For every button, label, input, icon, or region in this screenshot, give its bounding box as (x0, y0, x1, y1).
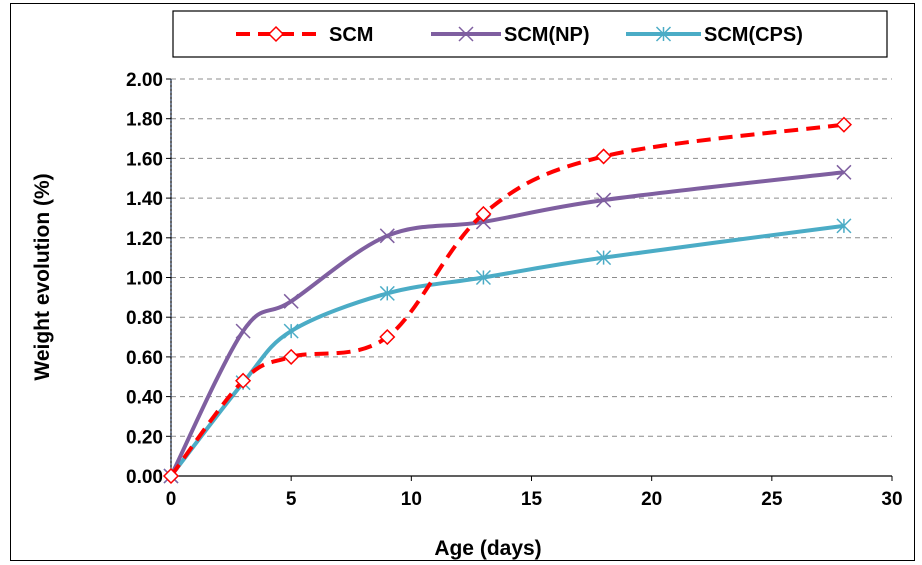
y-axis-title: Weight evolution (%) (31, 173, 54, 380)
x-tick-label: 5 (286, 489, 297, 510)
chart-frame: 0.00 0.20 0.40 0.60 0.80 1.00 1.20 1.40 1.60 1.80… (10, 3, 915, 561)
legend-marker (458, 26, 474, 42)
data-point (836, 218, 852, 234)
data-point (379, 285, 395, 301)
data-point (835, 116, 852, 133)
y-tick-label: 2.00 (126, 70, 163, 91)
data-point (475, 269, 491, 286)
data-point (283, 323, 299, 339)
legend-marker (267, 25, 285, 43)
y-tick-label: 0.60 (126, 348, 163, 369)
x-tick-label: 30 (881, 489, 902, 510)
legend-label: SCM (329, 24, 373, 46)
y-tick-label: 0.00 (126, 467, 163, 488)
y-tick-label: 0.40 (126, 388, 163, 409)
line-chart: 0.00 0.20 0.40 0.60 0.80 1.00 1.20 1.40 1.60 1.80… (31, 10, 903, 560)
y-tick-label: 1.40 (126, 189, 163, 210)
data-point (379, 228, 395, 244)
legend: SCM SCM(NP) SCM(CPS) (172, 10, 888, 58)
legend-entry: SCM(NP) (431, 24, 590, 46)
legend-label: SCM(NP) (504, 24, 590, 46)
x-tick-label: 15 (521, 489, 543, 510)
y-tick-label: 0.20 (126, 427, 163, 448)
x-tick-label: 10 (401, 489, 422, 510)
grid-layer (171, 78, 892, 437)
data-point (162, 467, 180, 485)
legend-marker (655, 26, 672, 42)
axes-layer: 0.00 0.20 0.40 0.60 0.80 1.00 1.20 1.40 1.60 1.80… (126, 70, 903, 510)
data-point (283, 348, 300, 365)
series-scm-np- (163, 164, 852, 484)
y-tick-label: 1.60 (126, 149, 163, 170)
y-tick-label: 1.80 (126, 110, 163, 131)
data-point (596, 192, 612, 208)
x-tick-label: 20 (641, 489, 662, 510)
y-tick-label: 0.80 (126, 308, 163, 329)
series-layer (162, 116, 852, 485)
series-line (169, 223, 845, 478)
legend-entry: SCM(CPS) (626, 24, 803, 46)
data-point (475, 205, 492, 223)
data-point (595, 148, 612, 165)
series-scm (162, 116, 852, 485)
data-point (379, 328, 396, 346)
data-point (235, 323, 251, 339)
legend-entry: SCM (236, 24, 373, 46)
series-line (169, 170, 845, 477)
legend-label: SCM(CPS) (704, 24, 803, 46)
data-point (836, 164, 852, 180)
x-tick-label: 0 (166, 489, 177, 510)
series-scm-cps- (163, 218, 852, 484)
data-point (235, 372, 252, 389)
y-tick-label: 1.00 (126, 269, 163, 290)
y-tick-label: 1.20 (126, 229, 163, 250)
x-tick-label: 25 (761, 489, 783, 510)
x-axis-title: Age (days) (434, 537, 541, 560)
data-point (283, 293, 299, 309)
data-point (596, 250, 612, 266)
series-line (169, 122, 845, 478)
